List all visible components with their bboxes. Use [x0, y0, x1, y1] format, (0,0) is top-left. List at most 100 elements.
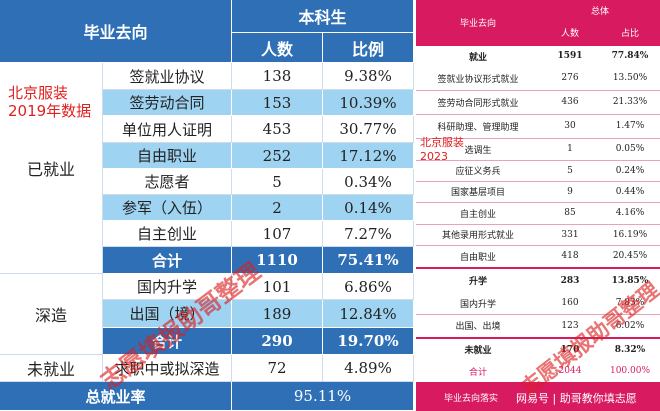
header-count: 人数	[540, 20, 600, 44]
left-table: 毕业去向 本科生 人数 比例 已就业 深造 未就业 签就业协议 138 9.38…	[0, 0, 414, 411]
row-label: 自由职业	[103, 143, 232, 169]
right-row-label: 出国、出境	[455, 322, 501, 332]
footer-bar: 毕业去向落实 网易号 | 助哥教你填志愿	[416, 384, 660, 411]
right-row-label: 合计	[468, 367, 487, 378]
divider	[416, 267, 660, 269]
right-row-ratio: 1.47%	[615, 121, 645, 131]
row-label: 求职中或拟深造	[103, 355, 232, 382]
row-ratio: 12.84%	[323, 300, 414, 328]
right-row-label: 签就业协议形式就业	[437, 74, 519, 85]
category-unemployed: 未就业	[0, 355, 103, 382]
row-label: 出国（境）	[103, 300, 232, 328]
right-row-ratio: 6.02%	[615, 320, 645, 331]
right-row-label: 签劳动合同形式就业	[437, 98, 519, 109]
right-row-ratio: 0.24%	[615, 165, 645, 176]
source-note-line: 北京服装	[420, 136, 464, 149]
row-label: 国内升学	[103, 274, 232, 300]
row-ratio: 4.89%	[323, 355, 414, 382]
right-row-ratio: 16.19%	[612, 229, 648, 240]
subtotal-label: 合计	[103, 328, 232, 355]
category-employed: 已就业	[0, 63, 103, 274]
right-row-ratio: 13.85%	[611, 275, 649, 286]
row-count: 453	[232, 116, 323, 143]
subtotal-count: 290	[232, 328, 323, 355]
header-group: 总体	[540, 0, 660, 20]
right-row-count: 5	[567, 165, 573, 176]
header-group: 本科生	[232, 0, 414, 33]
category-further-study: 深造	[0, 274, 103, 355]
total-value: 95.11%	[232, 382, 414, 411]
right-row-count: 1	[567, 144, 573, 154]
row-ratio: 0.14%	[323, 195, 414, 221]
row-separator	[416, 138, 660, 139]
right-row-count: 418	[561, 251, 579, 261]
right-row-ratio: 20.45%	[612, 251, 648, 261]
right-row-ratio: 13.50%	[612, 73, 648, 83]
header-count: 人数	[232, 33, 323, 63]
right-row-label: 科研助理、管理助理	[437, 122, 519, 133]
right-row-count: 9	[567, 186, 573, 197]
right-row-count: 283	[560, 275, 580, 286]
row-count: 101	[232, 274, 323, 300]
right-row-label: 国家基层项目	[450, 188, 505, 198]
footer-credit: 网易号 | 助哥教你填志愿	[516, 391, 637, 405]
row-separator	[416, 202, 660, 203]
row-separator	[416, 181, 660, 182]
header-destination: 毕业去向	[0, 0, 232, 63]
right-row-count: 170	[560, 344, 580, 355]
header-ratio: 比例	[323, 33, 414, 63]
row-ratio: 6.86%	[323, 274, 414, 300]
row-count: 72	[232, 355, 323, 382]
row-count: 107	[232, 221, 323, 247]
right-row-ratio: 0.05%	[615, 144, 645, 154]
source-note: 北京服装 2023	[420, 136, 464, 164]
right-row-count: 160	[561, 298, 579, 308]
right-row-ratio: 7.83%	[615, 298, 645, 308]
right-row-label: 应征义务兵	[455, 167, 501, 177]
row-separator	[416, 245, 660, 246]
subtotal-ratio: 75.41%	[323, 247, 414, 274]
right-row-label: 自由职业	[459, 252, 496, 263]
row-count: 5	[232, 169, 323, 195]
divider	[416, 337, 660, 339]
right-row-count: 1591	[557, 51, 583, 61]
row-count: 252	[232, 143, 323, 169]
row-label: 单位用人证明	[103, 116, 232, 143]
row-ratio: 30.77%	[323, 116, 414, 143]
right-row-count: 85	[564, 208, 576, 218]
right-row-count: 436	[561, 97, 579, 107]
divider	[416, 44, 660, 46]
right-row-label: 就业	[468, 52, 487, 63]
right-row-ratio: 77.84%	[611, 51, 649, 61]
right-row-count: 123	[561, 320, 579, 331]
right-row-ratio: 21.33%	[612, 97, 648, 107]
source-note: 北京服装 2019年数据	[8, 84, 91, 120]
row-label: 自主创业	[103, 221, 232, 247]
header-ratio: 占比	[600, 20, 660, 44]
row-separator	[416, 114, 660, 115]
right-row-label: 选调生	[464, 145, 492, 156]
source-note-line: 北京服装	[8, 84, 69, 102]
source-note-line: 2023	[420, 150, 448, 163]
right-row-ratio: 4.16%	[615, 208, 645, 218]
divider	[416, 382, 660, 384]
row-separator	[416, 224, 660, 225]
row-label: 签就业协议	[103, 63, 232, 90]
row-count: 189	[232, 300, 323, 328]
row-label: 签劳动合同	[103, 90, 232, 116]
row-label: 志愿者	[103, 169, 232, 195]
row-separator	[416, 90, 660, 91]
right-row-ratio: 8.32%	[614, 344, 646, 355]
row-ratio: 9.38%	[323, 63, 414, 90]
subtotal-count: 1110	[232, 247, 323, 274]
right-row-count: 331	[561, 229, 579, 240]
right-table: 毕业去向 总体 人数 占比 就业 1591 77.84% 签就业协议形式就业 276 13…	[416, 0, 660, 411]
right-row-count: 2044	[558, 366, 582, 376]
right-row-ratio: 0.44%	[615, 186, 645, 197]
right-row-ratio: 100.00%	[609, 366, 651, 376]
row-ratio: 0.34%	[323, 169, 414, 195]
right-row-label: 升学	[468, 277, 487, 287]
row-ratio: 17.12%	[323, 143, 414, 169]
row-ratio: 10.39%	[323, 90, 414, 116]
row-count: 138	[232, 63, 323, 90]
